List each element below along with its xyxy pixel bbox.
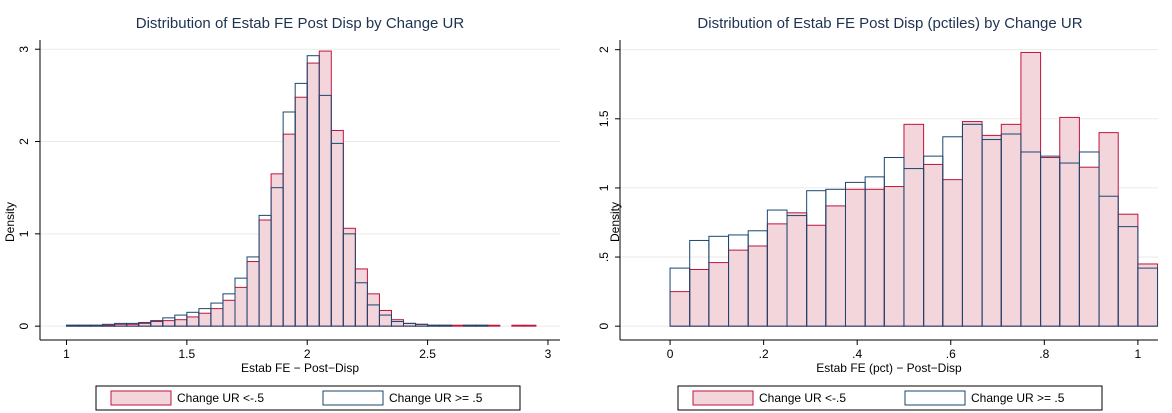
histogram-bar	[825, 205, 846, 327]
histogram-bar	[1000, 123, 1022, 327]
x-tick-label: .8	[1039, 347, 1049, 361]
histogram-bar	[844, 188, 866, 327]
y-tick-label: 2	[17, 138, 31, 145]
x-tick-label: 1	[63, 347, 70, 361]
histogram-bar	[150, 321, 164, 327]
y-tick-label: 0	[17, 322, 31, 329]
histogram-bar	[806, 224, 827, 327]
x-tick-label: .6	[946, 347, 956, 361]
y-tick-label: 1	[17, 230, 31, 237]
chart-panel: Distribution of Estab FE Post Disp (pcti…	[597, 15, 1159, 411]
histogram-bar	[689, 268, 710, 327]
histogram-bar	[864, 188, 885, 327]
histogram-bar	[174, 319, 188, 327]
x-axis-title: Estab FE (pct) − Post−Disp	[816, 361, 962, 375]
x-tick-label: 1.5	[179, 347, 196, 361]
histogram-bar	[439, 324, 453, 327]
y-tick-label: .5	[597, 252, 611, 262]
histogram-bar	[463, 324, 477, 327]
histogram-bar	[258, 219, 272, 327]
histogram-bar	[1137, 263, 1159, 327]
histogram-bar	[282, 133, 296, 327]
histogram-bar	[162, 320, 176, 327]
legend-swatch	[322, 390, 384, 406]
histogram-bar	[318, 50, 332, 327]
legend-swatch	[110, 390, 172, 406]
legend-label: Change UR <-.5	[177, 391, 264, 405]
legend-label: Change UR >= .5	[389, 391, 483, 405]
histogram-bar	[222, 299, 236, 327]
histogram-bar	[306, 62, 320, 327]
histogram-bar	[708, 262, 730, 327]
histogram-bar	[186, 316, 200, 327]
x-tick-label: 1	[1135, 347, 1142, 361]
y-tick-label: 0	[597, 323, 611, 330]
histogram-bar	[294, 96, 308, 327]
histogram-bar	[270, 173, 284, 327]
histogram-bar	[942, 179, 963, 327]
y-tick-label: 2	[597, 46, 611, 53]
histogram-bar	[1040, 157, 1061, 327]
x-tick-label: 0	[667, 347, 674, 361]
histogram-bar	[330, 129, 344, 327]
histogram-bar	[903, 123, 925, 327]
histogram-bar	[523, 324, 537, 327]
x-tick-label: .2	[759, 347, 769, 361]
histogram-bar	[883, 186, 905, 327]
histogram-bar	[786, 212, 808, 327]
histogram-bar	[511, 324, 525, 327]
y-tick-label: 3	[17, 46, 31, 53]
legend-label: Change UR <-.5	[759, 391, 846, 405]
histogram-bar	[1137, 267, 1159, 327]
legend-swatch	[904, 390, 966, 406]
histogram-bar	[1020, 51, 1042, 327]
histogram-bar	[427, 324, 441, 327]
histogram-bar	[961, 121, 983, 327]
histogram-bar	[198, 312, 212, 327]
x-tick-label: 2	[304, 347, 311, 361]
histogram-bar	[981, 134, 1002, 327]
histogram-bar	[1059, 116, 1080, 327]
legend-swatch	[692, 390, 754, 406]
x-tick-label: .4	[852, 347, 862, 361]
histogram-bar	[766, 223, 788, 327]
histogram-bar	[1117, 213, 1139, 327]
y-tick-label: 1	[597, 184, 611, 191]
histogram-bar	[923, 163, 944, 327]
legend-label: Change UR >= .5	[971, 391, 1065, 405]
histogram-bar	[475, 324, 489, 327]
histogram-bar	[378, 314, 392, 327]
histogram-bar	[342, 233, 356, 327]
histogram-bar	[246, 261, 260, 327]
histogram-bar	[487, 324, 501, 327]
histogram-bar	[65, 324, 80, 327]
chart-title: Distribution of Estab FE Post Disp by Ch…	[136, 15, 465, 32]
histogram-bar	[747, 245, 768, 327]
histogram-bar	[354, 268, 368, 327]
x-tick-label: 3	[545, 347, 552, 361]
histogram-bar	[390, 319, 405, 327]
x-tick-label: 2.5	[419, 347, 436, 361]
y-tick-label: 1.5	[597, 110, 611, 127]
y-axis-title: Density	[608, 202, 622, 242]
histogram-bar	[669, 291, 691, 327]
histogram-bar	[234, 286, 248, 327]
histogram-bar	[728, 249, 749, 327]
histogram-bar	[1078, 166, 1100, 327]
histogram-bar	[342, 227, 356, 327]
chart-panel: Distribution of Estab FE Post Disp by Ch…	[3, 15, 560, 411]
histogram-bar	[366, 293, 380, 327]
histogram-bar	[378, 309, 392, 327]
histogram-bar	[210, 308, 224, 327]
histogram-bar	[451, 324, 465, 327]
histogram-bar	[90, 324, 104, 327]
x-axis-title: Estab FE − Post−Disp	[241, 361, 359, 375]
histogram-bar	[78, 324, 92, 327]
chart-title: Distribution of Estab FE Post Disp (pcti…	[697, 15, 1082, 32]
y-axis-title: Density	[3, 202, 17, 242]
histogram-bar	[1098, 132, 1119, 327]
